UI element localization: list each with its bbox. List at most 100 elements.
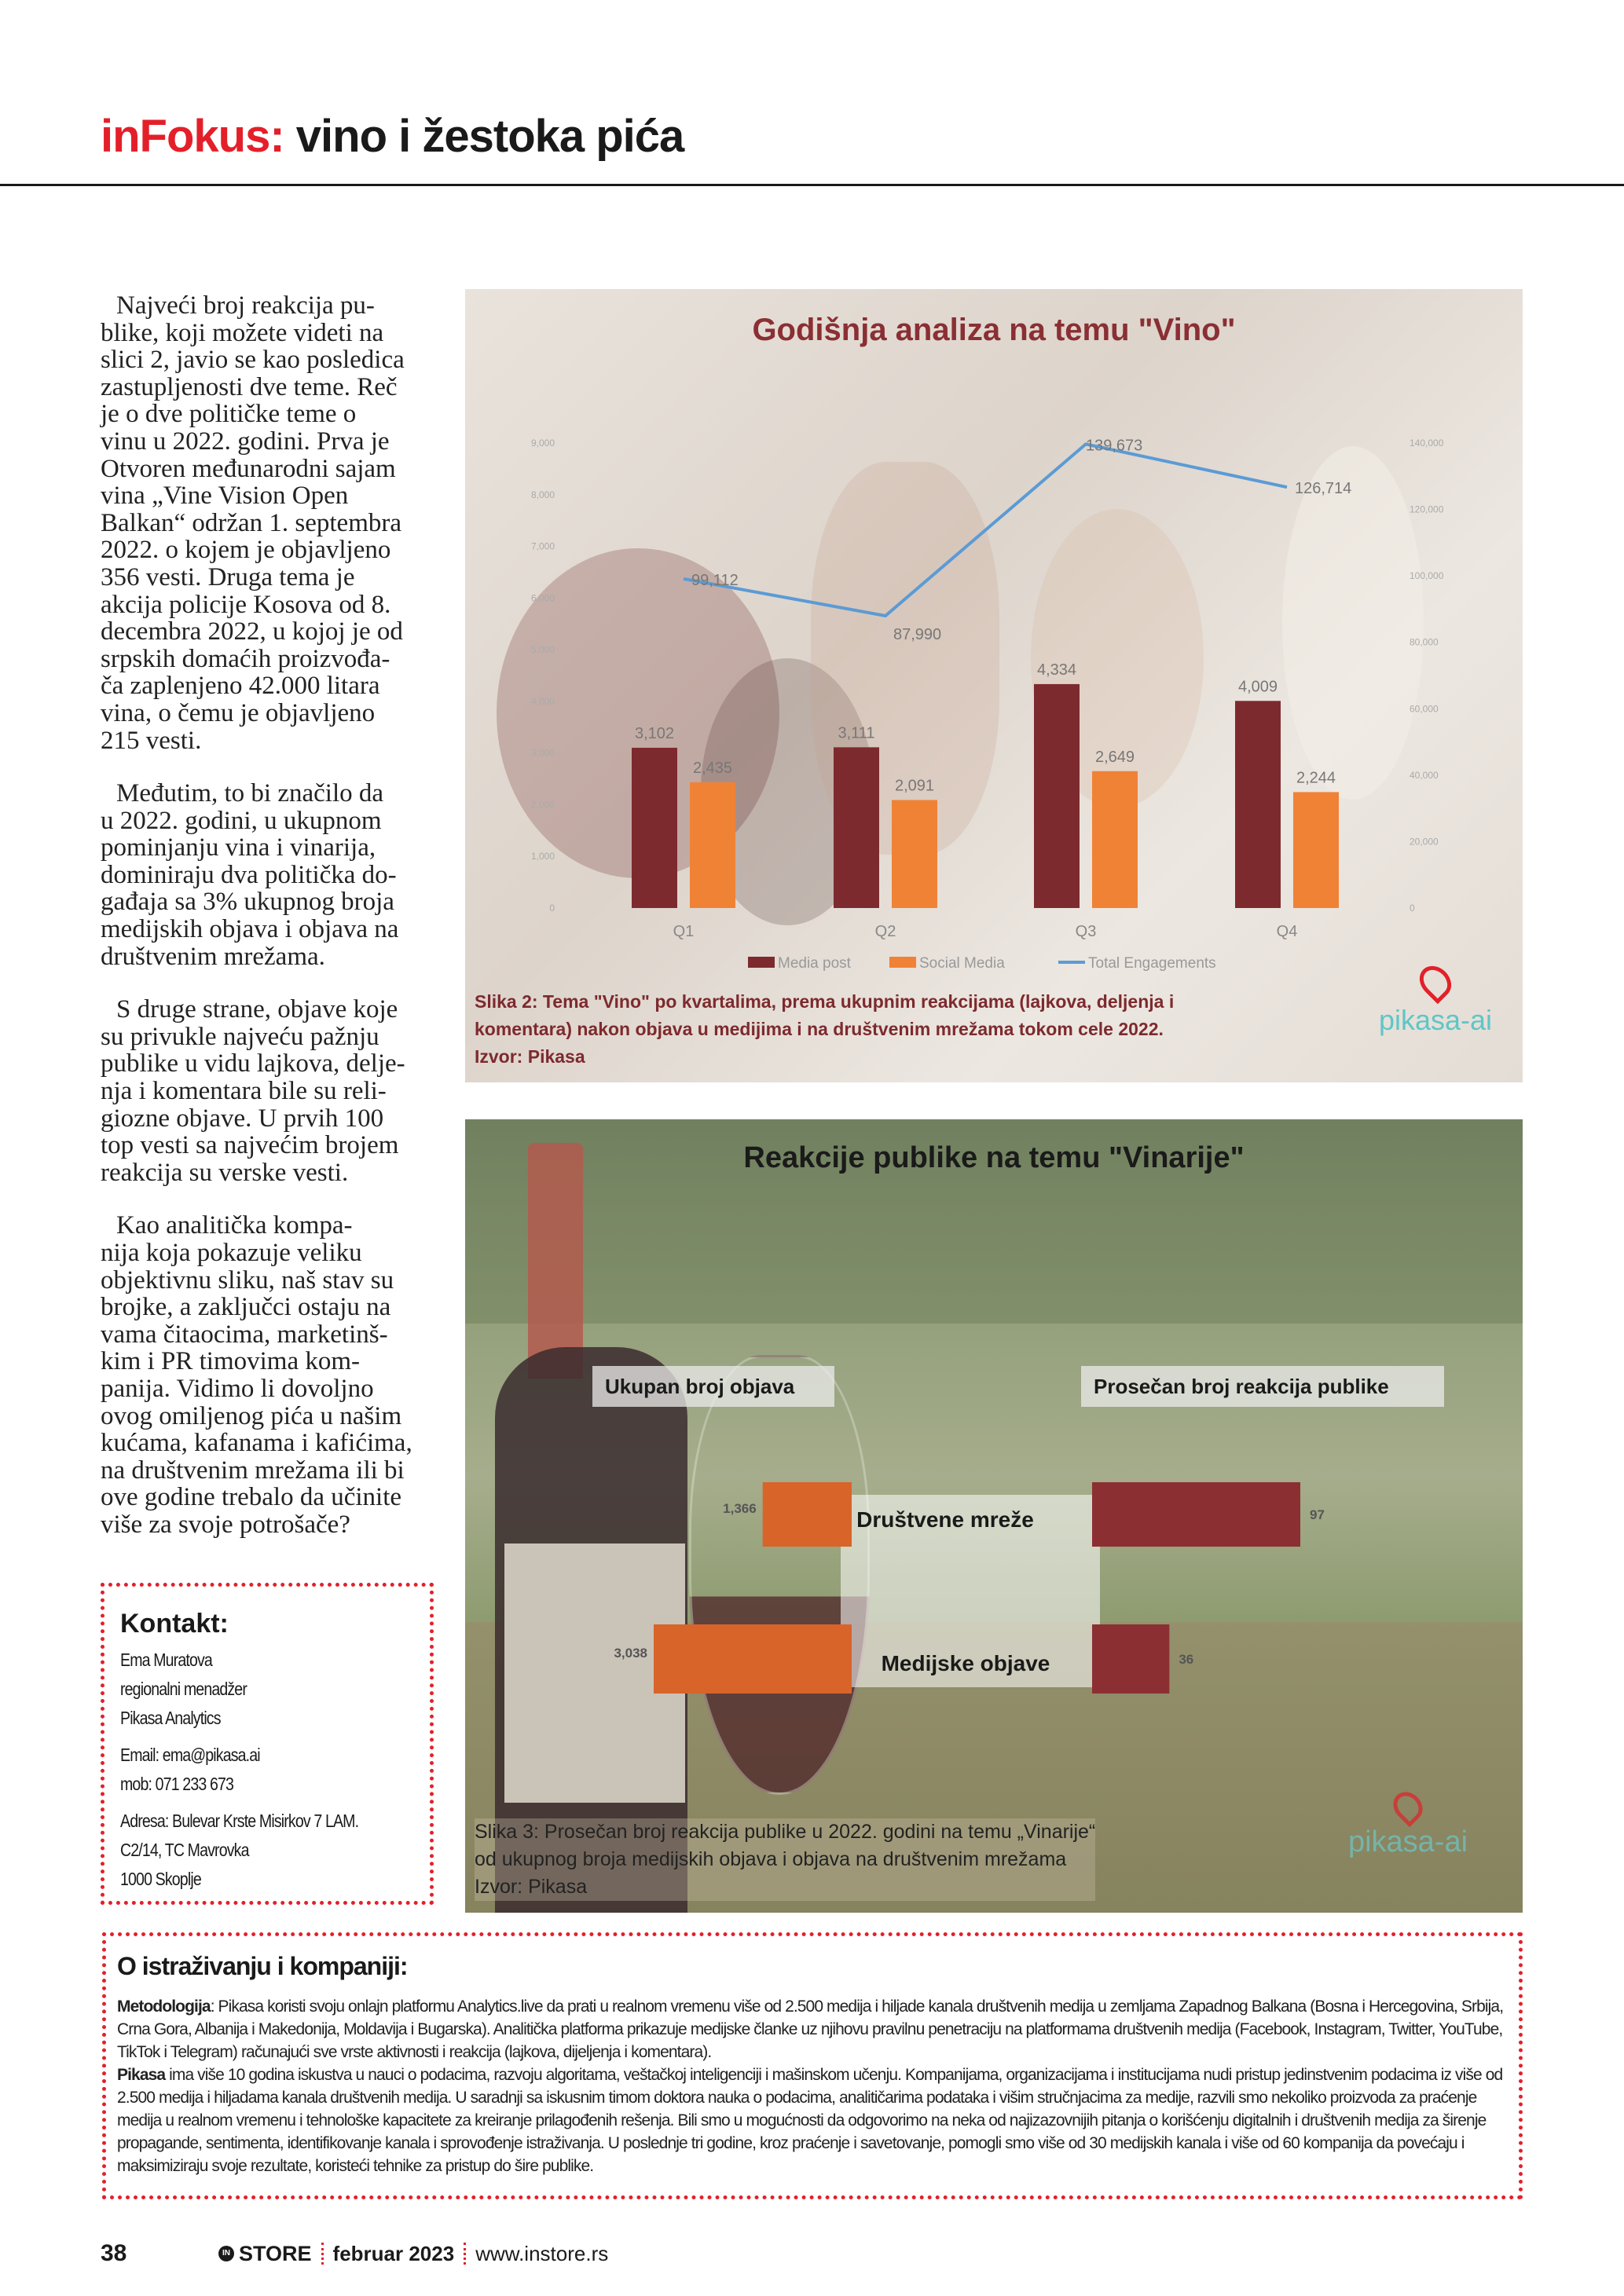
- section-title: vino i žestoka pića: [295, 111, 685, 162]
- data-label: 36: [1179, 1652, 1193, 1667]
- wine-bottle: [528, 1143, 583, 1379]
- article-paragraph: Najveći broj reakcija pu-blike, koji mož…: [101, 292, 446, 754]
- contact-email[interactable]: Email: ema@pikasa.ai: [120, 1745, 261, 1765]
- pikasa-text: Pikasa ima više 10 godina iskustva u nau…: [117, 2063, 1508, 2177]
- article-line: panija. Vidimo li dovoljno: [101, 1374, 374, 1403]
- article-line: Kao analitička kompa-: [116, 1211, 353, 1240]
- data-label: 4,334: [1037, 661, 1076, 679]
- y-tick-right: 0: [1410, 903, 1415, 914]
- article-paragraph: Međutim, to bi značilo da u 2022. godini,…: [101, 780, 446, 970]
- article-line: zastupljenosti dve teme. Reč: [101, 372, 398, 401]
- contact-address-line: C2/14, TC Mavrovka: [120, 1840, 249, 1860]
- data-label: 4,009: [1238, 678, 1278, 695]
- data-label: 139,673: [1086, 437, 1142, 454]
- footer-divider: [321, 2243, 324, 2265]
- article-line: društvenim mrežama.: [101, 942, 325, 971]
- article-line: publike u vidu lajkova, delje-: [101, 1049, 405, 1078]
- chart-title: Godišnja analiza na temu "Vino": [752, 313, 1236, 347]
- article-line: objektivnu sliku, naš stav su: [101, 1265, 394, 1294]
- y-tick-right: 40,000: [1410, 770, 1439, 781]
- section-brand: inFokus:: [101, 111, 285, 162]
- series-header: Prosečan broj reakcija publike: [1081, 1366, 1444, 1407]
- data-label: 2,435: [693, 760, 732, 777]
- article-line: Otvoren međunarodni sajam: [101, 454, 396, 483]
- website-link[interactable]: www.instore.rs: [475, 2241, 609, 2265]
- article-line: slici 2, javio se kao posledica: [101, 346, 405, 375]
- article-line: dominiraju dva politička do-: [101, 860, 397, 889]
- page-number: 38: [101, 2240, 127, 2266]
- article-line: su privukle najveću pažnju: [101, 1022, 379, 1051]
- article-paragraph: S druge strane, objave koje su privukle n…: [101, 996, 446, 1186]
- y-tick-left: 0: [549, 903, 555, 914]
- series-header: Ukupan broj objava: [592, 1366, 834, 1407]
- legend-swatch: [889, 957, 916, 968]
- article-line: vina „Vine Vision Open: [101, 482, 349, 511]
- about-box: O istraživanju i kompaniji: Metodologija…: [102, 1932, 1523, 2199]
- bar-social-media: [1293, 792, 1339, 908]
- article-line: 2022. o kojem je objavljeno: [101, 536, 391, 565]
- article-line: u 2022. godini, u ukupnom: [101, 806, 382, 835]
- data-label: 87,990: [893, 626, 941, 643]
- x-tick: Q1: [673, 923, 695, 940]
- contact-address-line: 1000 Skoplje: [120, 1869, 202, 1889]
- page-footer: 38 IN STORE februar 2023 www.instore.rs: [101, 2240, 608, 2267]
- page-title: inFokus: vino i žestoka pića: [101, 110, 684, 163]
- x-tick: Q2: [875, 923, 896, 940]
- bar-avg-reactions: [1092, 1624, 1170, 1694]
- contact-mobile: mob: 071 233 673: [120, 1774, 234, 1794]
- pin-icon: [1413, 959, 1458, 1005]
- article-line: top vesti sa najvećim brojem: [101, 1131, 399, 1160]
- x-tick: Q4: [1277, 923, 1298, 940]
- y-tick-left: 5,000: [531, 644, 555, 655]
- y-tick-left: 2,000: [531, 799, 555, 810]
- caption-source: Izvor: Pikasa: [475, 1046, 585, 1067]
- about-title: O istraživanju i kompaniji:: [117, 1952, 409, 1980]
- article-line: akcija policije Kosova od 8.: [101, 590, 391, 619]
- pin-icon: [1387, 1785, 1429, 1828]
- contact-box: Kontakt: Ema Muratova regionalni menadže…: [101, 1583, 434, 1905]
- bar-social-media: [1092, 771, 1138, 908]
- contact-address-line: Adresa: Bulevar Krste Misirkov 7 LAM.: [120, 1811, 359, 1831]
- legend-label: Total Engagements: [1088, 955, 1216, 972]
- y-tick-right: 100,000: [1410, 570, 1444, 581]
- article-line: gađaja sa 3% ukupnog broja: [101, 888, 394, 917]
- article-line: decembra 2022, u kojoj je od: [101, 617, 403, 646]
- article-line: medijskih objava i objava na: [101, 915, 399, 944]
- article-line: S druge strane, objave koje: [116, 995, 398, 1024]
- bar-media-post: [632, 747, 677, 908]
- data-label: 2,091: [895, 777, 934, 794]
- issue-date: februar 2023: [332, 2241, 455, 2265]
- article-line: kim i PR timovima kom-: [101, 1347, 361, 1376]
- article-line: vinu u 2022. godini. Prva je: [101, 427, 390, 456]
- y-tick-left: 8,000: [531, 489, 555, 500]
- data-label: 97: [1310, 1507, 1325, 1522]
- article-line: vina, o čemu je objavljeno: [101, 698, 376, 727]
- pikasa-lead: Pikasa: [117, 2066, 166, 2084]
- article-line: pominjanju vina i vinarija,: [101, 833, 376, 862]
- chart-vino-plot: 0 1,000 2,000 3,000 4,000 5,000 6,000 7,000 8,00…: [531, 437, 1444, 972]
- chart-vinarije: Reakcije publike na temu "Vinarije" Ukup…: [465, 1119, 1523, 1913]
- y-tick-right: 120,000: [1410, 504, 1444, 515]
- chart-vinarije-plot: 1,366 3,038 97 36 Društvene mreže Medijske ob…: [614, 1482, 1325, 1694]
- caption-line: od ukupnog broja medijskih objava i obja…: [475, 1848, 1067, 1870]
- in-logo-icon: IN: [218, 2246, 234, 2261]
- y-tick-left: 9,000: [531, 438, 555, 449]
- pikasa-logo: pikasa-ai: [1329, 1785, 1487, 1859]
- article-line: ča zaplenjeno 42.000 litara: [101, 672, 380, 701]
- article-line: 356 vesti. Druga tema je: [101, 562, 355, 591]
- chart-title: Reakcije publike na temu "Vinarije": [743, 1141, 1245, 1174]
- article-line: više za svoje potrošače?: [101, 1510, 350, 1539]
- bar-media-post: [834, 747, 879, 908]
- contact-title: Kontakt:: [120, 1609, 229, 1639]
- article-line: nja i komentara bile su reli-: [101, 1077, 387, 1106]
- y-tick-left: 4,000: [531, 696, 555, 707]
- article-line: reakcija su verske vesti.: [101, 1158, 349, 1187]
- data-label: 99,112: [691, 572, 739, 589]
- y-tick-left: 3,000: [531, 748, 555, 759]
- bar-avg-reactions: [1092, 1482, 1300, 1547]
- header-divider: [0, 184, 1624, 186]
- center-label-panel: [841, 1495, 1100, 1687]
- contact-name: Ema Muratova: [120, 1650, 213, 1670]
- article-line: vama čitaocima, marketinš-: [101, 1320, 388, 1349]
- contact-role: regionalni menadžer: [120, 1679, 247, 1699]
